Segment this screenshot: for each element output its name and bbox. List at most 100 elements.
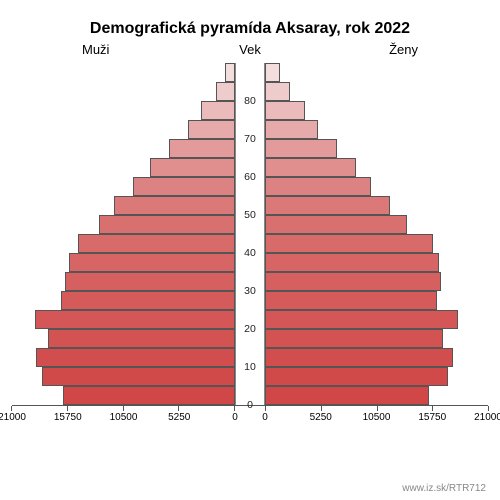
x-tick-label: 0 <box>232 412 238 423</box>
male-bar-row <box>12 329 235 348</box>
x-tick-label: 15750 <box>54 412 82 423</box>
female-bar-row <box>265 367 488 386</box>
female-bar-row <box>265 177 488 196</box>
female-bar <box>265 101 305 120</box>
female-bar-row <box>265 101 488 120</box>
male-bar <box>35 310 235 329</box>
y-tick-label: 60 <box>235 171 265 183</box>
male-bar-row <box>12 158 235 177</box>
x-tick-mark <box>265 406 266 411</box>
x-tick-label: 5250 <box>168 412 190 423</box>
y-tick-label: 10 <box>235 361 265 373</box>
x-tick-label: 21000 <box>474 412 500 423</box>
x-tick-mark <box>11 406 12 411</box>
female-bar <box>265 329 443 348</box>
male-bar-row <box>12 272 235 291</box>
female-bar-row <box>265 120 488 139</box>
female-pane <box>265 63 488 405</box>
male-bar-row <box>12 101 235 120</box>
female-bar-row <box>265 158 488 177</box>
male-bar-row <box>12 139 235 158</box>
x-tick-label: 21000 <box>0 412 26 423</box>
x-axis-right: 05250105001575021000 <box>265 406 488 433</box>
female-bar <box>265 348 453 367</box>
male-bar <box>201 101 235 120</box>
male-bar <box>216 82 235 101</box>
female-bar-row <box>265 253 488 272</box>
male-bar-row <box>12 215 235 234</box>
y-axis-strip <box>235 63 265 405</box>
female-bar-row <box>265 291 488 310</box>
male-bar <box>42 367 235 386</box>
male-bar <box>36 348 235 367</box>
y-tick-mark <box>265 139 269 140</box>
y-tick-mark <box>265 291 269 292</box>
male-bar-row <box>12 348 235 367</box>
male-bar <box>169 139 235 158</box>
female-bar-row <box>265 310 488 329</box>
male-bar-row <box>12 234 235 253</box>
female-bar-row <box>265 82 488 101</box>
y-tick-mark <box>265 177 269 178</box>
x-tick-label: 15750 <box>418 412 446 423</box>
female-bar <box>265 310 458 329</box>
male-bar <box>150 158 235 177</box>
male-bar <box>133 177 235 196</box>
x-tick-mark <box>178 406 179 411</box>
x-tick-label: 5250 <box>310 412 332 423</box>
male-bar-row <box>12 196 235 215</box>
left-series-label: Muži <box>12 42 194 57</box>
male-bar-row <box>12 386 235 405</box>
male-bar-row <box>12 253 235 272</box>
male-bar-row <box>12 63 235 82</box>
x-tick-mark <box>432 406 433 411</box>
chart-plot-area: 01020304050607080 05250105001575021000 0… <box>12 63 488 433</box>
y-tick-mark <box>265 405 269 406</box>
female-bar-row <box>265 196 488 215</box>
female-bar <box>265 196 390 215</box>
male-bar-row <box>12 177 235 196</box>
x-tick-mark <box>123 406 124 411</box>
x-tick-label: 10500 <box>363 412 391 423</box>
male-bar-row <box>12 82 235 101</box>
x-axis-left: 05250105001575021000 <box>12 406 235 433</box>
female-bar-row <box>265 272 488 291</box>
right-series-label: Ženy <box>306 42 488 57</box>
y-tick-mark <box>265 253 269 254</box>
female-bar <box>265 215 407 234</box>
y-tick-mark <box>265 367 269 368</box>
y-tick-label: 40 <box>235 247 265 259</box>
chart-title: Demografická pyramída Aksaray, rok 2022 <box>12 20 488 38</box>
y-tick-label: 20 <box>235 323 265 335</box>
male-bar <box>78 234 235 253</box>
male-bar <box>188 120 235 139</box>
female-bar-row <box>265 329 488 348</box>
female-bar <box>265 234 433 253</box>
male-bar <box>99 215 235 234</box>
male-bar <box>114 196 235 215</box>
female-bar <box>265 63 280 82</box>
male-bar <box>61 291 235 310</box>
male-bar <box>63 386 235 405</box>
male-bar-row <box>12 291 235 310</box>
chart-body: 01020304050607080 <box>12 63 488 405</box>
y-tick-mark <box>265 329 269 330</box>
y-tick-label: 50 <box>235 209 265 221</box>
male-bar <box>69 253 235 272</box>
male-bar <box>48 329 235 348</box>
x-tick-mark <box>321 406 322 411</box>
x-tick-mark <box>377 406 378 411</box>
female-bar-row <box>265 139 488 158</box>
female-bar <box>265 291 437 310</box>
source-url: www.iz.sk/RTR712 <box>402 483 486 494</box>
male-pane <box>12 63 235 405</box>
female-bar <box>265 367 448 386</box>
male-bar <box>225 63 235 82</box>
female-bar-row <box>265 63 488 82</box>
female-bar-row <box>265 215 488 234</box>
x-tick-mark <box>67 406 68 411</box>
female-bar <box>265 272 441 291</box>
y-tick-label: 30 <box>235 285 265 297</box>
header-row: Muži Vek Ženy <box>12 42 488 57</box>
chart-container: Demografická pyramída Aksaray, rok 2022 … <box>0 0 500 500</box>
